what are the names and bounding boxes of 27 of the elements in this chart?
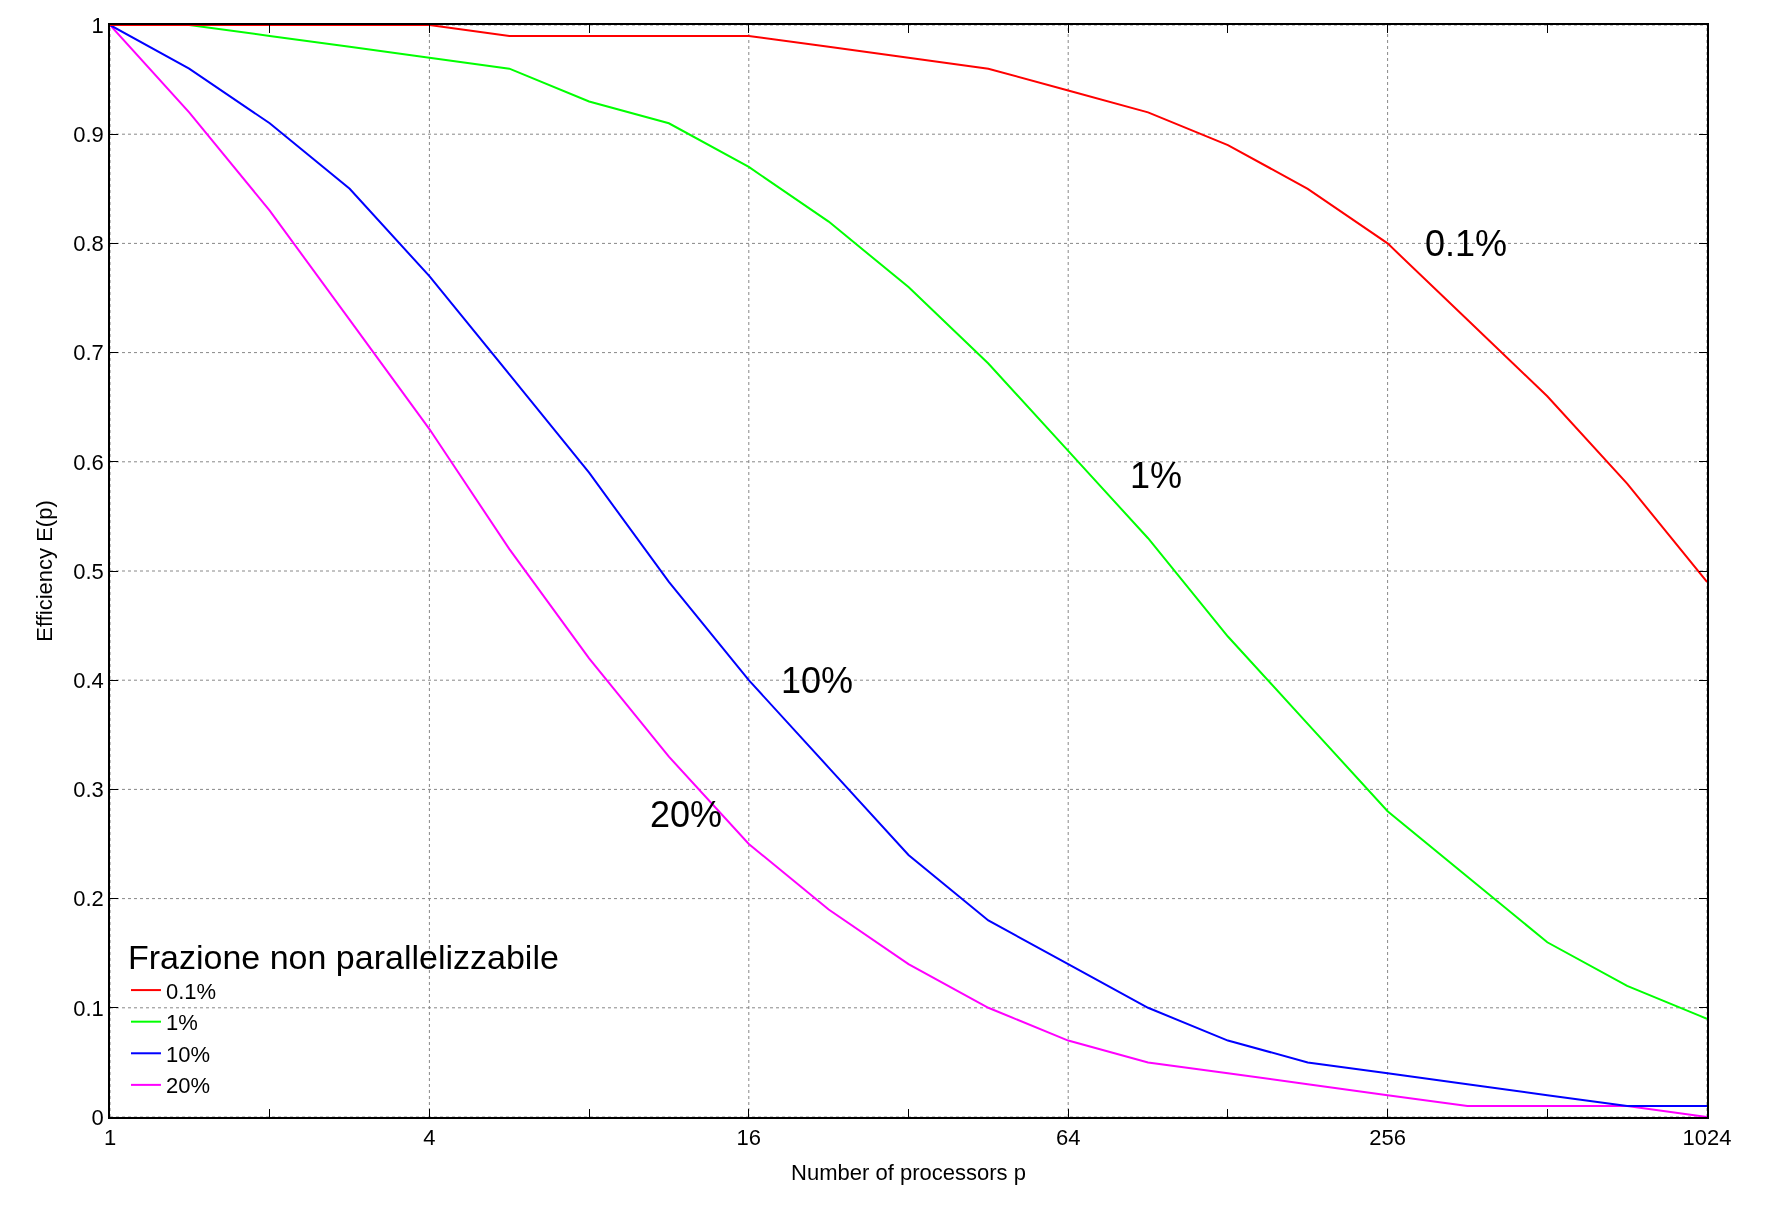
y-tick-label: 1 [91,12,104,38]
y-tick-label: 0.9 [73,121,104,147]
x-tick-label: 64 [1055,1125,1081,1151]
y-tick-label: 0.8 [73,231,104,257]
legend-label: 10% [165,1041,211,1067]
y-tick-label: 0.6 [73,449,104,475]
x-tick-label: 256 [1369,1125,1406,1151]
y-tick-label: 0.3 [73,777,104,803]
x-tick-label: 4 [423,1125,436,1151]
y-axis-title: Efficiency E(p) [31,500,57,642]
y-tick-label: 0.7 [73,340,104,366]
y-tick-label: 0 [91,1104,104,1130]
x-tick-label: 16 [736,1125,762,1151]
legend-label: 20% [165,1073,211,1099]
annotation: 1% [1130,455,1183,496]
legend-label: 0.1% [165,978,217,1004]
x-axis-title: Number of processors p [791,1159,1026,1185]
y-tick-label: 0.2 [73,886,104,912]
annotation: 10% [781,660,854,701]
legend-label: 1% [165,1010,198,1036]
y-tick-label: 0.5 [73,558,104,584]
x-tick-label: 1024 [1682,1125,1732,1151]
annotation: 0.1% [1425,223,1508,264]
y-tick-label: 0.1 [73,995,104,1021]
legend-title: Frazione non parallelizzabile [127,938,559,977]
annotation: 20% [650,794,723,835]
y-tick-label: 0.4 [73,667,104,693]
